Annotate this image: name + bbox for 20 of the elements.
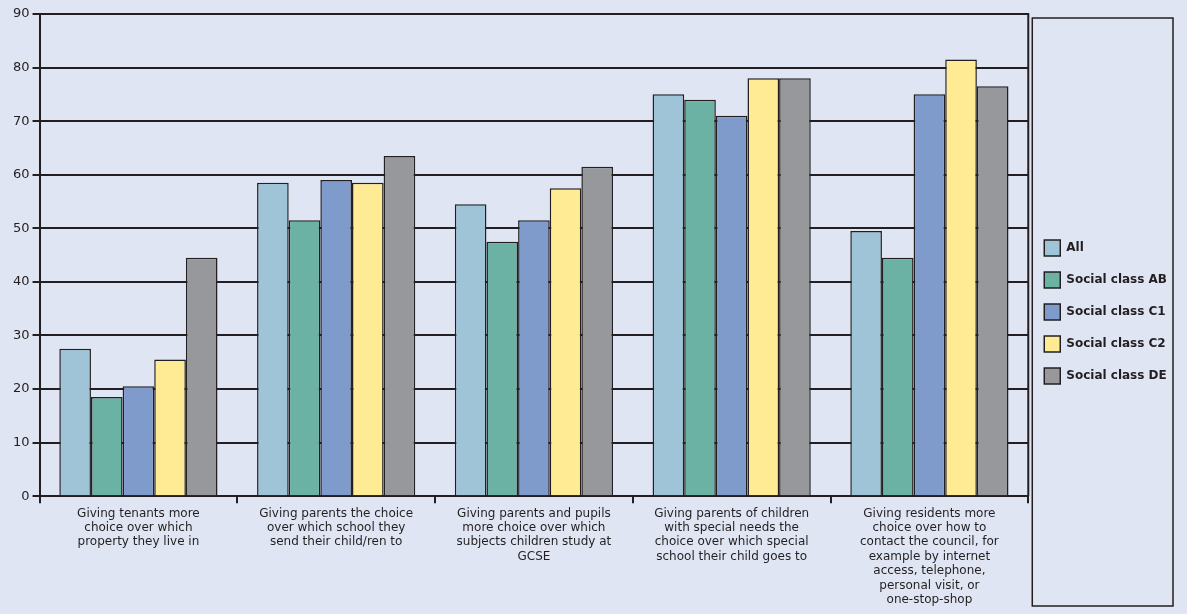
x-tick-label: Giving parents of children with special needs the choice over which special school their child goes to	[654, 505, 810, 563]
y-tick-label: 20	[13, 380, 30, 396]
y-tick-label: 10	[13, 434, 30, 449]
legend-label: Social class C2	[1066, 336, 1166, 351]
x-tick-label: Giving parents and pupils more choice over which subjects children study at GCSE	[456, 505, 612, 563]
y-tick-label: 70	[13, 112, 30, 128]
x-tick-label: Giving residents more choice over how to contact the council, for example by internet access, telephone, personal visit, or one-stop-shop	[860, 505, 999, 606]
y-tick-label: 30	[13, 326, 30, 342]
x-tick-label: Giving parents the choice over which school they send their child/ren to	[259, 505, 414, 549]
y-tick-label: 40	[13, 273, 30, 289]
y-tick-label: 60	[13, 166, 30, 182]
y-tick-label: 80	[13, 58, 30, 74]
legend-label: All	[1066, 240, 1084, 255]
y-tick-label: 0	[21, 487, 30, 503]
x-tick-label: Giving tenants more choice over which property they live in	[77, 505, 200, 549]
y-tick-label: 50	[13, 219, 30, 235]
legend-label: Social class AB	[1066, 272, 1168, 287]
y-tick-label: 90	[13, 5, 30, 21]
legend-label: Social class DE	[1066, 368, 1167, 383]
legend-label: Social class C1	[1066, 304, 1166, 319]
